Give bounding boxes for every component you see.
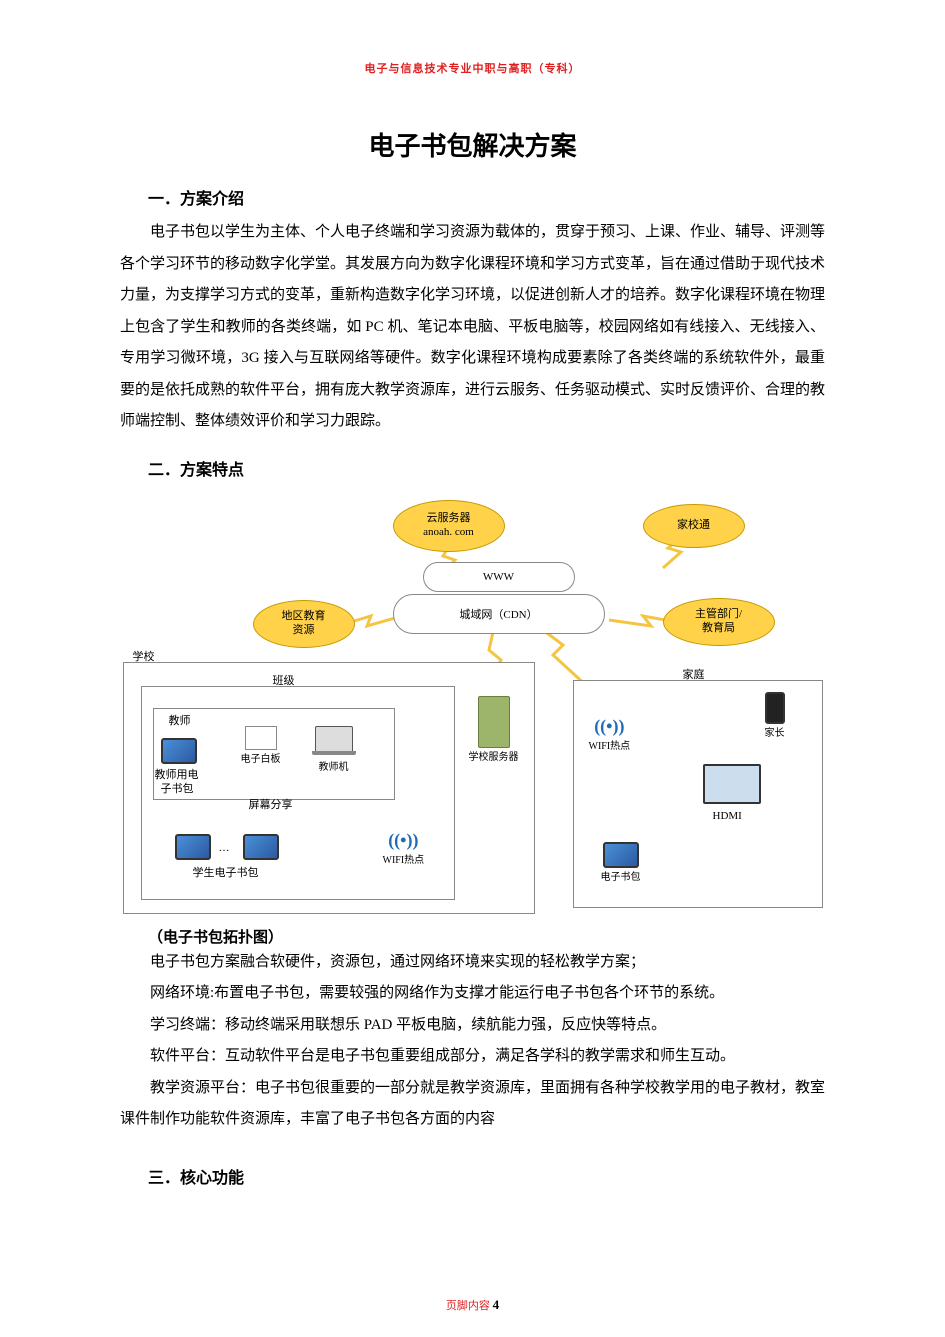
ellipsis-icon: … — [219, 842, 230, 854]
tablet-icon — [175, 834, 211, 860]
node-parent-phone: 家长 — [765, 692, 785, 739]
node-cdn-label: 城域网（CDN） — [459, 606, 537, 622]
label-screen-share: 屏幕分享 — [249, 796, 293, 812]
node-school-server: 学校服务器 — [469, 696, 519, 763]
node-edu-bureau-l2: 教育局 — [702, 622, 735, 635]
footer-page-number: 4 — [493, 1297, 500, 1312]
node-wifi-school: ((•)) WIFI热点 — [383, 830, 425, 866]
node-whiteboard: 电子白板 — [241, 726, 281, 765]
node-www-label: WWW — [483, 571, 514, 583]
label-school-server: 学校服务器 — [469, 748, 519, 763]
node-tv — [703, 764, 761, 804]
label-teacher: 教师 — [169, 712, 191, 728]
label-class: 班级 — [273, 672, 295, 688]
server-icon — [478, 696, 510, 748]
label-wifi-home: WIFI热点 — [589, 737, 631, 752]
diagram-caption: （电子书包拓扑图） — [148, 926, 825, 947]
node-jxt: 家校通 — [643, 504, 745, 548]
label-teacher-pc: 教师机 — [319, 758, 349, 773]
topology-diagram: 云服务器 anoah. com 家校通 地区教育 资源 主管部门/ 教育局 WW… — [123, 490, 823, 920]
paragraph-intro: 电子书包以学生为主体、个人电子终端和学习资源为载体的，贯穿于预习、上课、作业、辅… — [120, 217, 825, 438]
node-cloud-server: 云服务器 anoah. com — [393, 500, 505, 552]
wifi-icon: ((•)) — [388, 830, 418, 851]
section-1-heading: 一．方案介绍 — [148, 185, 825, 209]
page-footer: 页脚内容 4 — [0, 1297, 945, 1313]
tablet-icon — [161, 738, 197, 764]
label-wifi-school: WIFI热点 — [383, 851, 425, 866]
node-region-res-l1: 地区教育 — [282, 610, 326, 623]
node-cloud-server-l1: 云服务器 — [427, 512, 471, 525]
paragraph-2: 电子书包方案融合软硬件，资源包，通过网络环境来实现的轻松教学方案； — [120, 947, 825, 979]
node-cdn: 城域网（CDN） — [393, 594, 605, 634]
node-student-ebag-1 — [175, 834, 211, 860]
node-cloud-server-l2: anoah. com — [423, 526, 474, 539]
document-title: 电子书包解决方案 — [120, 126, 825, 163]
node-www: WWW — [423, 562, 575, 592]
node-edu-bureau-l1: 主管部门/ — [695, 608, 742, 621]
tablet-icon — [603, 842, 639, 868]
node-region-res: 地区教育 资源 — [253, 600, 355, 648]
node-edu-bureau: 主管部门/ 教育局 — [663, 598, 775, 646]
page-header: 电子与信息技术专业中职与高职（专科） — [120, 60, 825, 76]
label-whiteboard: 电子白板 — [241, 750, 281, 765]
label-student-ebag: 学生电子书包 — [193, 864, 259, 880]
node-teacher-ebag — [161, 738, 197, 764]
node-region-res-l2: 资源 — [293, 624, 315, 637]
section-2-heading: 二．方案特点 — [148, 456, 825, 480]
paragraph-4: 学习终端：移动终端采用联想乐 PAD 平板电脑，续航能力强，反应快等特点。 — [120, 1010, 825, 1042]
section-3-heading: 三．核心功能 — [148, 1164, 825, 1188]
paragraph-6: 教学资源平台：电子书包很重要的一部分就是教学资源库，里面拥有各种学校教学用的电子… — [120, 1073, 825, 1136]
node-home-ebag: 电子书包 — [601, 842, 641, 883]
document-page: 电子与信息技术专业中职与高职（专科） 电子书包解决方案 一．方案介绍 电子书包以… — [0, 0, 945, 1337]
node-teacher-pc: 教师机 — [315, 726, 353, 773]
label-home-ebag: 电子书包 — [601, 868, 641, 883]
label-school: 学校 — [133, 648, 155, 664]
label-hdmi: HDMI — [713, 810, 742, 822]
laptop-icon — [315, 726, 353, 752]
monitor-icon — [703, 764, 761, 804]
footer-label: 页脚内容 — [446, 1300, 490, 1312]
whiteboard-icon — [245, 726, 277, 750]
label-home: 家庭 — [683, 666, 705, 682]
label-teacher-ebag-2: 子书包 — [161, 780, 194, 796]
phone-icon — [765, 692, 785, 724]
wifi-icon: ((•)) — [594, 716, 624, 737]
paragraph-5: 软件平台：互动软件平台是电子书包重要组成部分，满足各学科的教学需求和师生互动。 — [120, 1041, 825, 1073]
tablet-icon — [243, 834, 279, 860]
node-wifi-home: ((•)) WIFI热点 — [589, 716, 631, 752]
node-jxt-l1: 家校通 — [677, 519, 710, 532]
node-student-ebag-2 — [243, 834, 279, 860]
paragraph-3: 网络环境:布置电子书包，需要较强的网络作为支撑才能运行电子书包各个环节的系统。 — [120, 978, 825, 1010]
label-parent: 家长 — [765, 724, 785, 739]
